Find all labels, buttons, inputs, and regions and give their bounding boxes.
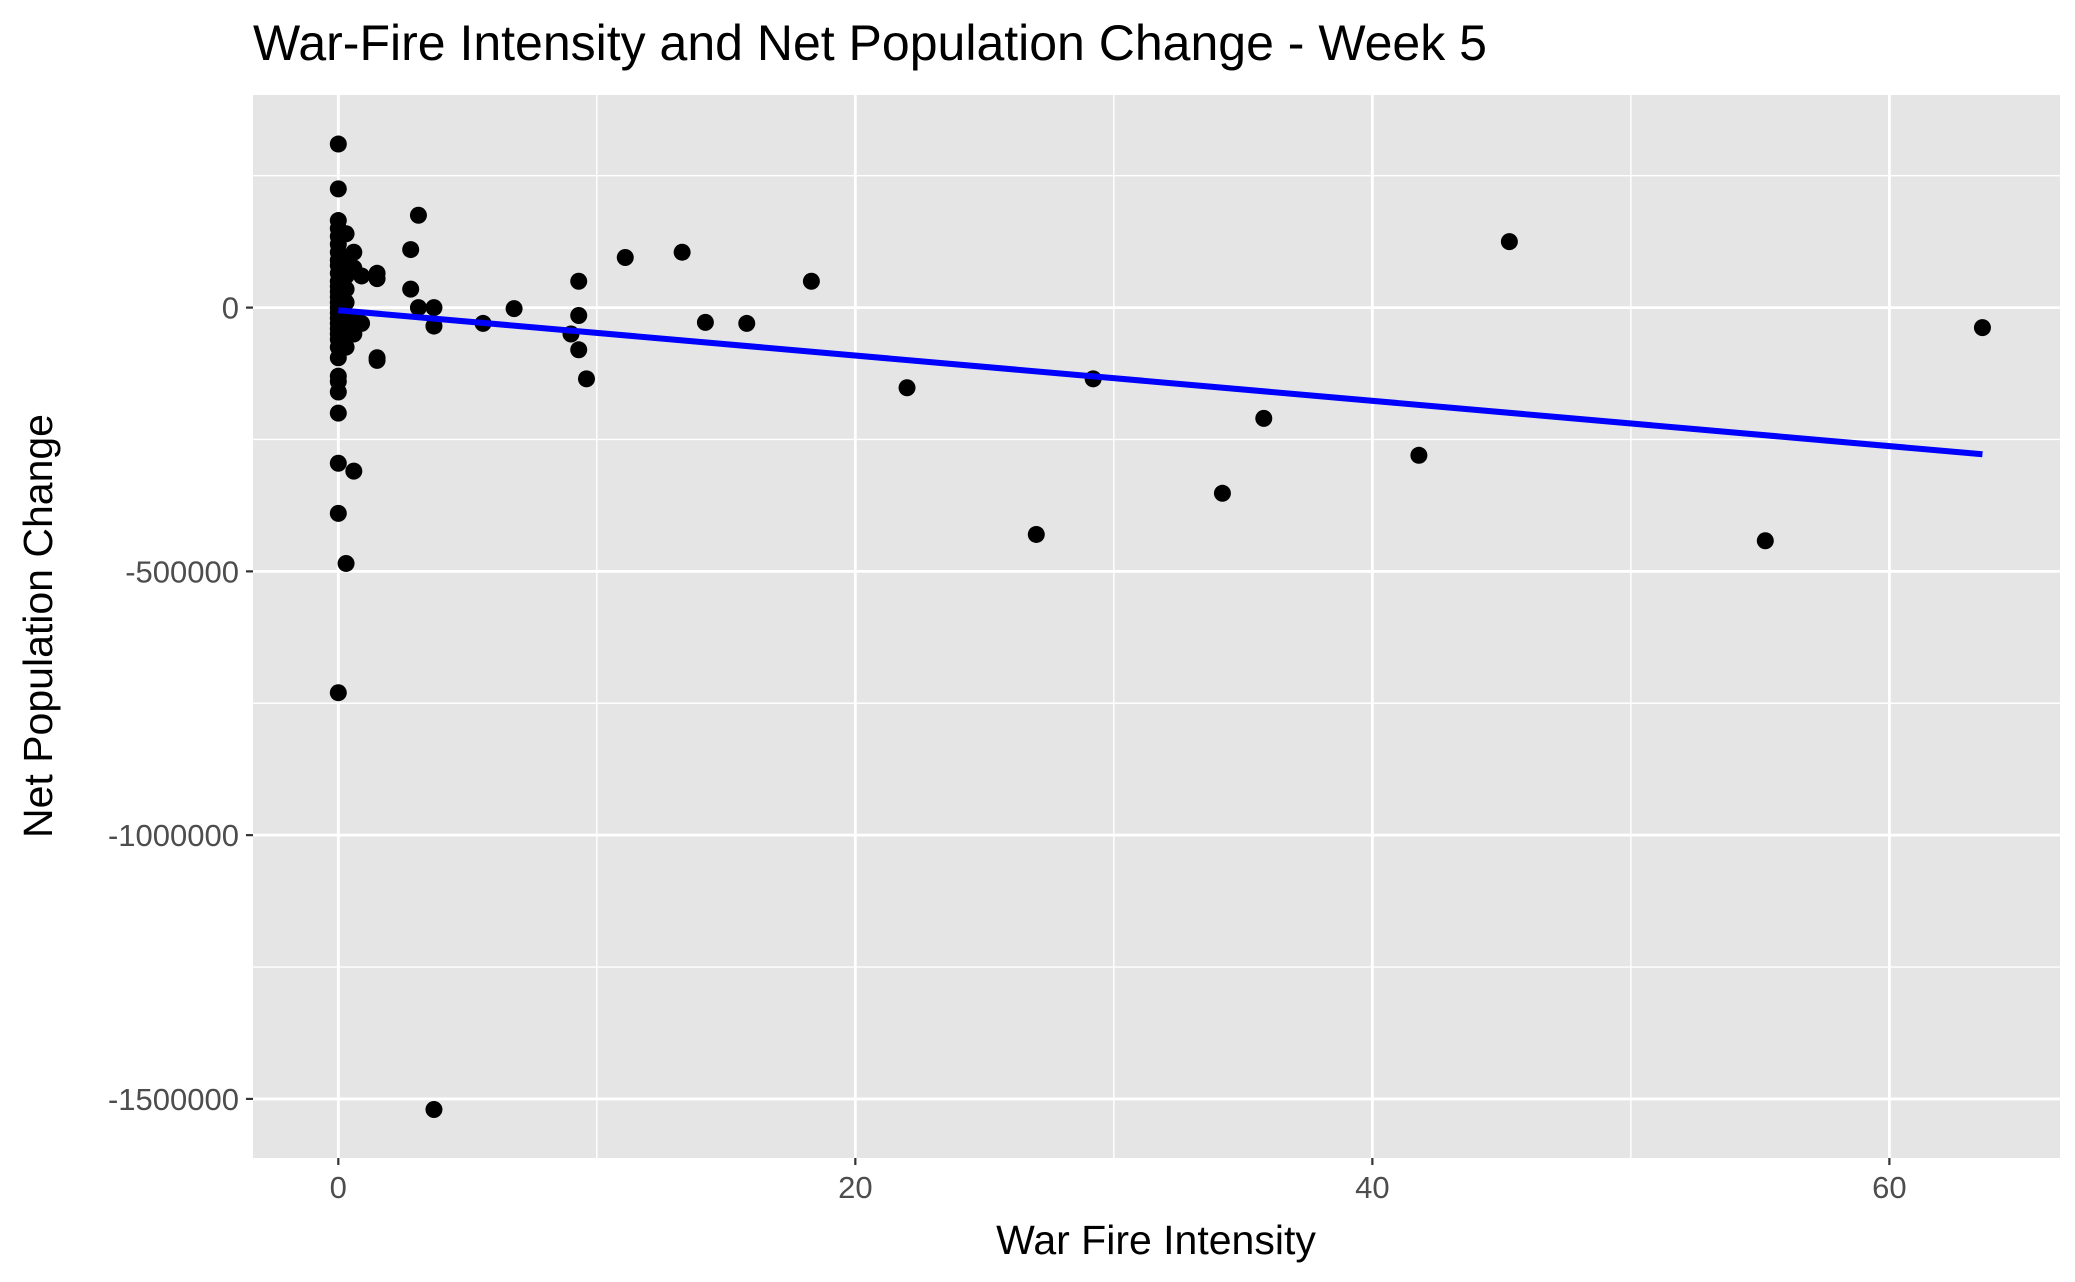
y-axis-title: Net Population Change — [15, 414, 61, 838]
data-point — [368, 270, 386, 288]
x-axis-ticks: 0 20 40 60 — [330, 1158, 1907, 1205]
data-point — [329, 454, 347, 472]
y-axis-ticks: 0 -500000 -1000000 -1500000 — [108, 291, 253, 1117]
data-point — [345, 243, 363, 261]
data-point — [802, 272, 820, 290]
data-point — [402, 241, 420, 259]
data-point — [1756, 532, 1774, 550]
data-point — [329, 180, 347, 198]
y-tick-label: -1500000 — [108, 1082, 239, 1117]
y-tick-label: 0 — [222, 291, 239, 326]
x-tick-label: 20 — [838, 1170, 872, 1205]
data-point — [345, 462, 363, 480]
data-point — [570, 307, 588, 325]
data-point — [1500, 233, 1518, 251]
x-tick-label: 60 — [1872, 1170, 1906, 1205]
data-point — [329, 135, 347, 153]
data-point — [337, 554, 355, 572]
data-point — [353, 267, 371, 285]
data-point — [1213, 484, 1231, 502]
x-tick-label: 0 — [330, 1170, 347, 1205]
data-point — [368, 351, 386, 369]
data-point — [337, 338, 355, 356]
data-point — [425, 1100, 443, 1118]
data-point — [329, 404, 347, 422]
data-point — [696, 313, 714, 331]
data-point — [329, 504, 347, 522]
chart-title: War-Fire Intensity and Net Population Ch… — [253, 15, 1487, 71]
data-point — [616, 248, 634, 266]
data-point — [898, 379, 916, 397]
data-point — [673, 243, 691, 261]
grid-minor — [253, 95, 2060, 1158]
x-tick-label: 40 — [1355, 1170, 1389, 1205]
data-point — [353, 314, 371, 332]
data-points — [329, 135, 1991, 1118]
y-tick-label: -1000000 — [108, 818, 239, 853]
plot-panel — [253, 95, 2060, 1158]
data-point — [337, 293, 355, 311]
data-point — [402, 280, 420, 298]
data-point — [570, 272, 588, 290]
grid-major — [253, 95, 2060, 1158]
x-axis-title: War Fire Intensity — [996, 1217, 1316, 1263]
data-point — [738, 314, 756, 332]
data-point — [577, 370, 595, 388]
trend-line-group — [338, 307, 1983, 458]
y-tick-label: -500000 — [125, 554, 239, 589]
data-point — [337, 280, 355, 298]
data-point — [425, 299, 443, 317]
data-point — [1410, 446, 1428, 464]
data-point — [337, 225, 355, 243]
trend-line — [338, 307, 1983, 458]
data-point — [329, 383, 347, 401]
data-point — [1027, 525, 1045, 543]
data-point — [409, 299, 427, 317]
data-point — [329, 684, 347, 702]
data-point — [409, 206, 427, 224]
data-point — [570, 341, 588, 359]
data-point — [1255, 409, 1273, 427]
data-point — [505, 300, 523, 318]
data-point — [1973, 319, 1991, 337]
